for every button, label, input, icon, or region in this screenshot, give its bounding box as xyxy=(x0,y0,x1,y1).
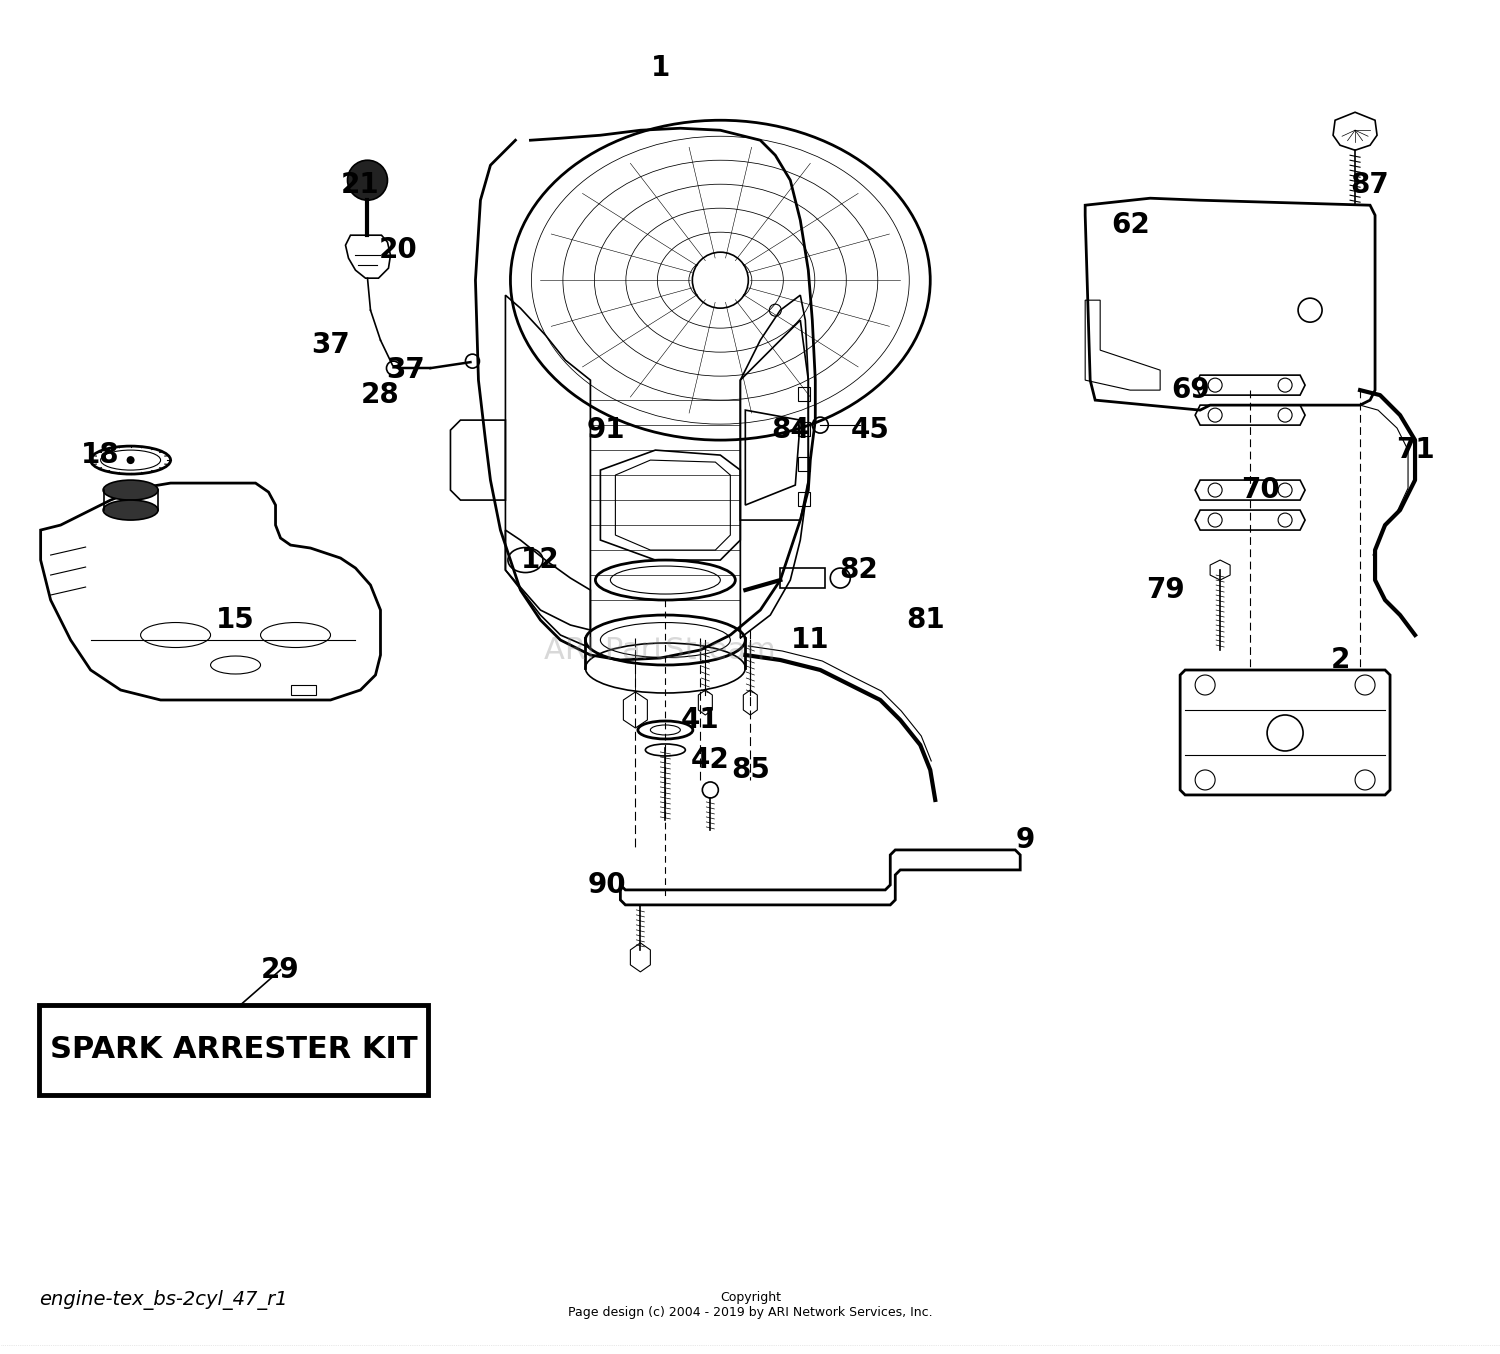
Text: 79: 79 xyxy=(1146,575,1185,604)
Bar xyxy=(798,387,810,401)
Text: 12: 12 xyxy=(520,546,560,574)
Bar xyxy=(798,458,810,471)
Text: 85: 85 xyxy=(730,756,770,784)
Text: ARI PartStream: ARI PartStream xyxy=(544,635,776,665)
Circle shape xyxy=(693,252,748,309)
Bar xyxy=(39,1005,429,1095)
Text: 1: 1 xyxy=(651,54,670,83)
Text: 69: 69 xyxy=(1172,376,1209,403)
Text: 29: 29 xyxy=(261,956,300,984)
Bar xyxy=(798,422,810,436)
Text: 20: 20 xyxy=(380,236,419,264)
Text: 15: 15 xyxy=(216,607,255,634)
Text: 84: 84 xyxy=(771,416,810,444)
Text: 37: 37 xyxy=(310,332,350,359)
Text: 82: 82 xyxy=(839,556,878,584)
Circle shape xyxy=(348,160,387,200)
Circle shape xyxy=(126,456,135,464)
Text: 37: 37 xyxy=(386,356,424,385)
Text: 11: 11 xyxy=(790,626,830,654)
Text: SPARK ARRESTER KIT: SPARK ARRESTER KIT xyxy=(50,1036,417,1064)
Text: 9: 9 xyxy=(1016,826,1035,854)
Text: 62: 62 xyxy=(1112,211,1149,240)
Text: engine-tex_bs-2cyl_47_r1: engine-tex_bs-2cyl_47_r1 xyxy=(39,1290,286,1309)
Text: 81: 81 xyxy=(906,607,945,634)
Ellipse shape xyxy=(104,481,158,500)
Text: 21: 21 xyxy=(340,171,380,199)
Text: 90: 90 xyxy=(588,871,627,899)
Text: 71: 71 xyxy=(1395,436,1434,464)
Text: Copyright
Page design (c) 2004 - 2019 by ARI Network Services, Inc.: Copyright Page design (c) 2004 - 2019 by… xyxy=(568,1290,933,1319)
Bar xyxy=(291,685,315,695)
Text: 45: 45 xyxy=(850,416,889,444)
Text: 70: 70 xyxy=(1240,477,1280,504)
Ellipse shape xyxy=(104,500,158,520)
Bar xyxy=(798,492,810,506)
Text: 91: 91 xyxy=(586,416,624,444)
Text: 87: 87 xyxy=(1350,171,1389,199)
Text: 18: 18 xyxy=(81,441,120,468)
Text: 42: 42 xyxy=(692,746,729,774)
Text: 41: 41 xyxy=(681,705,720,734)
Text: 28: 28 xyxy=(362,380,401,409)
Bar xyxy=(780,569,825,588)
Text: 2: 2 xyxy=(1330,646,1350,674)
